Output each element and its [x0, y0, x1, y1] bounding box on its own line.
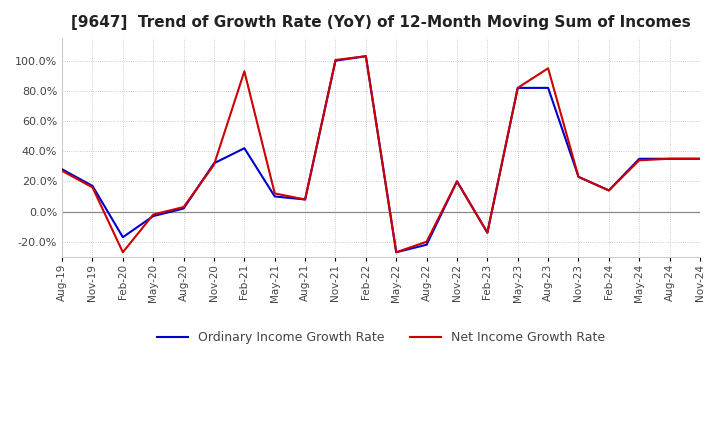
Ordinary Income Growth Rate [665, 156, 674, 161]
Net Income Growth Rate [665, 156, 674, 161]
Net Income Growth Rate [361, 54, 370, 59]
Net Income Growth Rate [179, 205, 188, 210]
Title: [9647]  Trend of Growth Rate (YoY) of 12-Month Moving Sum of Incomes: [9647] Trend of Growth Rate (YoY) of 12-… [71, 15, 691, 30]
Ordinary Income Growth Rate [605, 188, 613, 193]
Net Income Growth Rate [331, 57, 340, 62]
Net Income Growth Rate [544, 66, 552, 71]
Ordinary Income Growth Rate [483, 230, 492, 235]
Ordinary Income Growth Rate [635, 156, 644, 161]
Net Income Growth Rate [423, 239, 431, 244]
Net Income Growth Rate [483, 230, 492, 235]
Net Income Growth Rate [635, 158, 644, 163]
Net Income Growth Rate [271, 191, 279, 196]
Ordinary Income Growth Rate [240, 146, 248, 151]
Net Income Growth Rate [210, 162, 218, 168]
Ordinary Income Growth Rate [119, 235, 127, 240]
Ordinary Income Growth Rate [574, 174, 582, 180]
Ordinary Income Growth Rate [88, 183, 96, 189]
Ordinary Income Growth Rate [331, 58, 340, 63]
Net Income Growth Rate [513, 85, 522, 91]
Ordinary Income Growth Rate [301, 197, 310, 202]
Ordinary Income Growth Rate [544, 85, 552, 91]
Net Income Growth Rate [58, 168, 66, 173]
Net Income Growth Rate [88, 185, 96, 190]
Ordinary Income Growth Rate [423, 242, 431, 247]
Net Income Growth Rate [240, 69, 248, 74]
Ordinary Income Growth Rate [149, 213, 158, 219]
Ordinary Income Growth Rate [392, 249, 400, 255]
Net Income Growth Rate [696, 156, 704, 161]
Net Income Growth Rate [301, 197, 310, 202]
Net Income Growth Rate [392, 249, 400, 255]
Net Income Growth Rate [149, 212, 158, 217]
Net Income Growth Rate [574, 174, 582, 180]
Line: Net Income Growth Rate: Net Income Growth Rate [62, 56, 700, 252]
Ordinary Income Growth Rate [271, 194, 279, 199]
Net Income Growth Rate [453, 179, 462, 184]
Ordinary Income Growth Rate [513, 85, 522, 91]
Ordinary Income Growth Rate [179, 206, 188, 211]
Ordinary Income Growth Rate [361, 54, 370, 59]
Net Income Growth Rate [605, 188, 613, 193]
Legend: Ordinary Income Growth Rate, Net Income Growth Rate: Ordinary Income Growth Rate, Net Income … [152, 326, 610, 349]
Line: Ordinary Income Growth Rate: Ordinary Income Growth Rate [62, 56, 700, 252]
Ordinary Income Growth Rate [58, 167, 66, 172]
Ordinary Income Growth Rate [696, 156, 704, 161]
Ordinary Income Growth Rate [210, 161, 218, 166]
Net Income Growth Rate [119, 249, 127, 255]
Ordinary Income Growth Rate [453, 179, 462, 184]
